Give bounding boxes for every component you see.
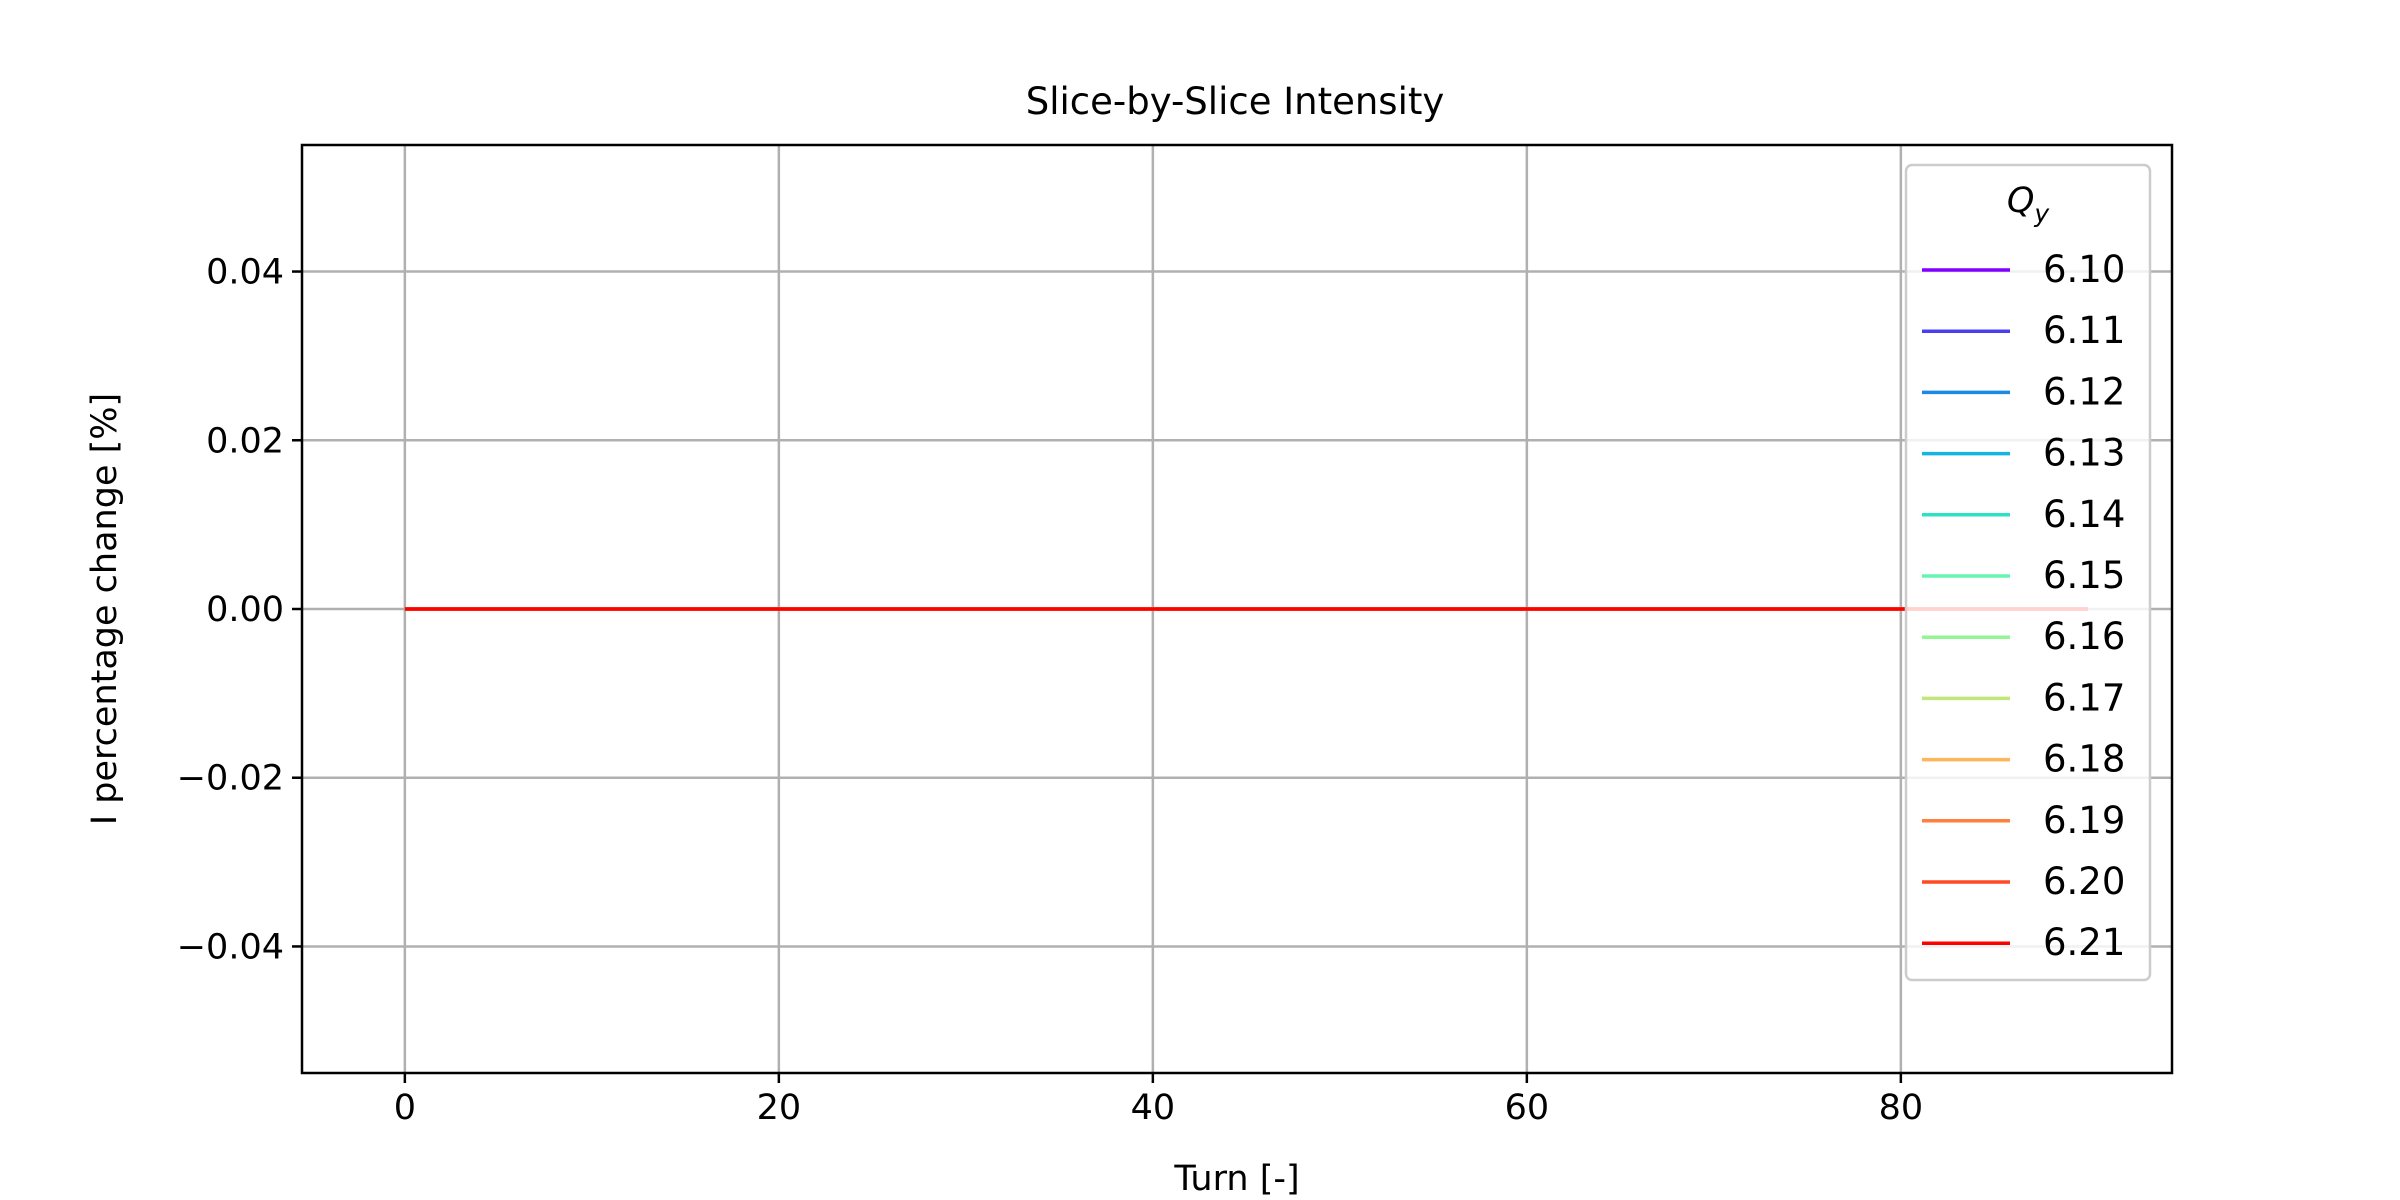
legend-label-6.15: 6.15 [2043, 554, 2125, 597]
legend-label-6.19: 6.19 [2043, 799, 2125, 842]
legend-title: Qy [2007, 181, 2051, 228]
legend-label-6.17: 6.17 [2043, 676, 2125, 719]
legend-label-6.20: 6.20 [2043, 860, 2125, 903]
legend-label-6.16: 6.16 [2043, 615, 2125, 658]
chart-title: Slice-by-Slice Intensity [1026, 80, 1445, 123]
tick-layer: 0 20 40 60 80 0.04 0.02 0.00 −0.02 −0.04 [177, 253, 1923, 1128]
x-axis-label: Turn [-] [1173, 1159, 1299, 1199]
x-tick-label: 80 [1879, 1088, 1924, 1128]
x-tick-label: 60 [1505, 1088, 1550, 1128]
legend-label-6.11: 6.11 [2043, 309, 2125, 352]
legend: Qy 6.106.116.126.136.146.156.166.176.186… [1904, 163, 2152, 982]
legend-title-sub: y [2033, 199, 2050, 228]
y-tick-label: 0.02 [206, 421, 284, 461]
y-tick-label: 0.04 [206, 253, 284, 293]
legend-title-base: Q [2007, 181, 2035, 221]
legend-label-6.10: 6.10 [2043, 248, 2125, 291]
y-tick-label: 0.00 [206, 590, 284, 630]
y-tick-label: −0.04 [177, 927, 284, 967]
legend-label-6.13: 6.13 [2043, 432, 2125, 475]
legend-label-6.21: 6.21 [2043, 921, 2125, 964]
x-tick-label: 40 [1131, 1088, 1176, 1128]
legend-label-6.18: 6.18 [2043, 738, 2125, 781]
y-axis-label: I percentage change [%] [85, 393, 125, 825]
x-tick-label: 20 [757, 1088, 802, 1128]
legend-label-6.12: 6.12 [2043, 370, 2125, 413]
y-tick-label: −0.02 [177, 759, 284, 799]
legend-items: 6.10 6.11 6.12 6.13 6.14 6.15 6.16 6.17 6.18 6.19… [1922, 248, 2125, 964]
legend-box [1904, 163, 2152, 982]
legend-label-6.14: 6.14 [2043, 493, 2125, 536]
x-tick-label: 0 [394, 1088, 416, 1128]
